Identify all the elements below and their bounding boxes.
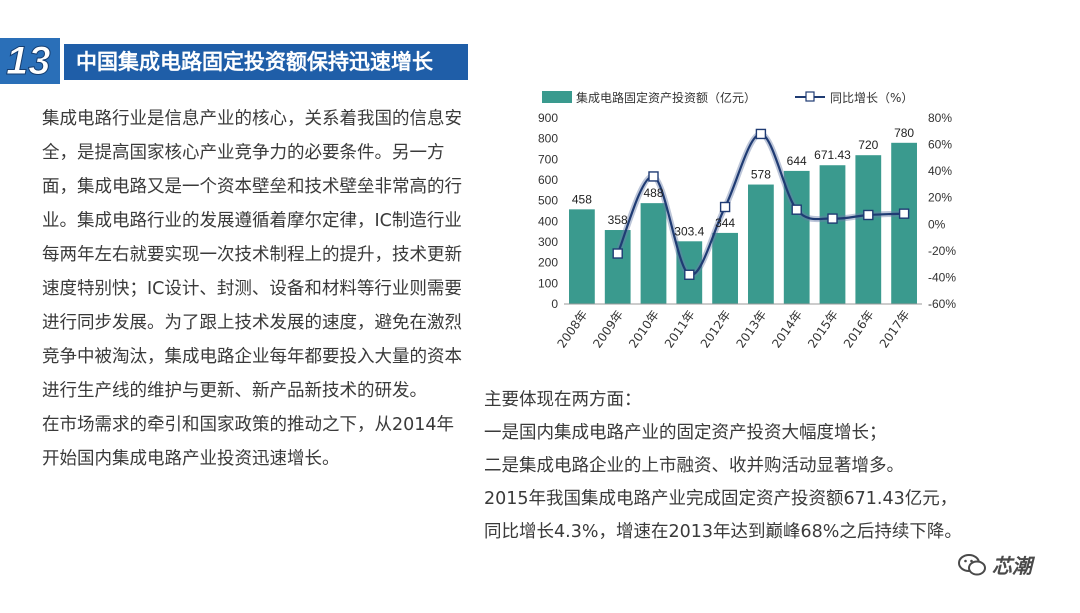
category-label: 2014年 [769,308,805,351]
right-axis-tick: 60% [928,138,952,152]
right-axis-tick: 20% [928,191,952,205]
growth-point [648,171,659,182]
bar-value-label: 303.4 [674,224,704,238]
left-axis-tick: 400 [538,214,558,228]
bar-value-label: 488 [643,186,663,200]
wechat-watermark: 芯潮 [958,550,1068,580]
chart-bar [569,209,595,304]
chart-bar [748,184,774,304]
chart-bar [891,142,917,304]
growth-point [863,209,874,221]
left-axis-tick: 600 [538,173,558,187]
right-line-3: 二是集成电路企业的上市融资、收并购活动显著增多。 [484,456,904,476]
legend-bar-label: 集成电路固定资产投资额（亿元） [576,90,756,105]
bar-value-label: 780 [894,126,914,140]
left-paragraph-1: 集成电路行业是信息产业的核心，关系着我国的信息安全，是提高国家核心产业竞争力的必… [42,109,462,401]
right-axis-tick: -40% [928,270,956,284]
legend-line-label: 同比增长（%） [830,91,913,105]
chart-bar [855,155,882,304]
bar-value-label: 458 [572,192,592,206]
category-label: 2017年 [877,308,913,351]
left-axis-tick: 500 [538,194,558,208]
right-body-text: 主要体现在两方面： 一是国内集成电路产业的固定资产投资大幅度增长； 二是集成电路… [484,384,1044,549]
category-label: 2012年 [698,308,734,351]
left-axis-tick: 800 [538,132,558,146]
growth-point [684,269,695,280]
category-label: 2009年 [590,308,626,351]
left-axis-tick: 900 [538,111,558,125]
left-axis-tick: 0 [551,297,558,311]
bar-value-label: 578 [751,168,771,182]
left-body-text: 集成电路行业是信息产业的核心，关系着我国的信息安全，是提高国家核心产业竞争力的必… [42,102,462,476]
right-axis-tick: 0% [928,217,946,231]
bar-value-label: 358 [608,213,628,227]
category-label: 2013年 [733,308,769,351]
title-bar: 13 中国集成电路固定投资额保持迅速增长 [0,38,470,84]
legend-line-marker [805,91,815,102]
growth-point [755,128,767,140]
chart-bar [640,203,667,304]
right-axis-tick: 80% [928,111,952,125]
right-axis-tick: -20% [928,244,956,258]
left-axis-tick: 200 [538,256,558,270]
category-label: 2015年 [805,308,841,351]
page-title: 中国集成电路固定投资额保持迅速增长 [76,50,433,74]
left-axis-tick: 700 [538,152,558,166]
investment-chart: 集成电路固定资产投资额（亿元） 同比增长（%） 0 100 200 300 400 500 60… [538,90,956,351]
chart-bar [604,230,631,304]
category-label: 2011年 [662,308,698,351]
left-axis-tick: 300 [538,235,558,249]
wechat-icon [958,554,986,576]
bar-value-label: 644 [787,154,807,168]
left-axis-tick: 100 [538,276,558,290]
bar-value-label: 671.43 [814,148,851,162]
growth-point [612,248,623,259]
chart-bar [712,232,738,304]
growth-point [791,204,802,215]
category-label: 2016年 [841,308,877,351]
chart-bar [819,165,846,304]
left-paragraph-2: 在市场需求的牵引和国家政策的推动之下，从2014年开始国内集成电路产业投资迅速增… [42,415,455,469]
growth-point [827,213,838,224]
right-line-1: 主要体现在两方面： [484,390,642,410]
section-number-box: 13 [0,38,60,84]
right-axis-tick: -60% [928,297,956,311]
category-label: 2008年 [554,308,590,351]
right-line-4: 2015年我国集成电路产业完成固定资产投资额671.43亿元， [484,489,958,509]
category-label: 2010年 [626,308,662,351]
bar-value-label: 720 [858,138,878,152]
page-title-box: 中国集成电路固定投资额保持迅速增长 [64,44,468,80]
legend-bar-swatch [542,91,572,103]
growth-line [616,132,905,276]
bar-value-label: 344 [715,216,735,230]
right-line-2: 一是国内集成电路产业的固定资产投资大幅度增长； [484,423,887,443]
growth-point [898,208,910,219]
growth-point [719,201,731,213]
right-line-5: 同比增长4.3%，增速在2013年达到巅峰68%之后持续下降。 [484,522,962,542]
right-axis-tick: 40% [928,164,952,178]
section-number: 13 [6,39,51,83]
wechat-label: 芯潮 [992,554,1032,578]
